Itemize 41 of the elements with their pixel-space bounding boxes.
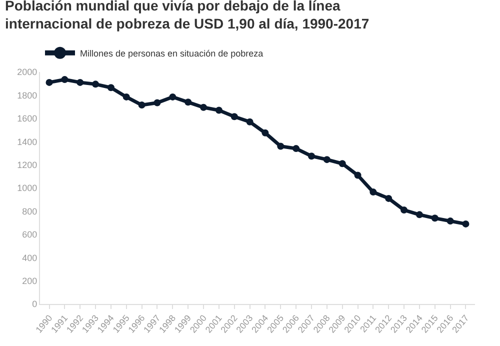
point: [107, 84, 114, 92]
point: [154, 99, 161, 106]
y-tick-label: 200: [22, 276, 38, 286]
point: [370, 188, 377, 196]
point: [76, 78, 84, 86]
point: [446, 218, 454, 225]
point: [385, 194, 392, 202]
point: [200, 104, 208, 111]
point: [230, 113, 238, 120]
y-tick-label: 2000: [17, 67, 38, 78]
y-tick-label: 1400: [17, 136, 38, 147]
point: [92, 80, 100, 88]
point: [61, 76, 68, 84]
point: [169, 93, 176, 100]
legend-label: Millones de personas en situación de pobreza: [80, 48, 264, 58]
point: [138, 102, 146, 109]
point: [431, 214, 438, 222]
y-tick-label: 400: [22, 252, 38, 263]
point: [277, 142, 284, 150]
y-tick-label: 800: [22, 206, 38, 216]
point: [246, 118, 254, 126]
point: [215, 106, 222, 114]
point: [46, 78, 53, 86]
point: [462, 220, 470, 228]
y-tick-label: 1600: [17, 114, 38, 124]
chart-title: Población mundial que vivía por debajo de la línea internacional de pobreza de USD 1,90 al día, 1990-2017: [5, 0, 370, 32]
point: [354, 172, 362, 179]
point: [338, 160, 346, 168]
y-tick-label: 1200: [17, 160, 38, 170]
y-tick-label: 1800: [17, 90, 38, 100]
y-tick-label: 600: [22, 230, 38, 240]
point: [416, 211, 423, 218]
point: [292, 145, 300, 152]
point: [122, 93, 130, 100]
point: [262, 129, 269, 136]
point: [184, 98, 192, 106]
y-tick-label: 1000: [17, 183, 38, 194]
point: [323, 156, 330, 164]
y-tick-label: 0: [32, 299, 38, 310]
point: [400, 206, 408, 214]
point: [308, 152, 315, 160]
